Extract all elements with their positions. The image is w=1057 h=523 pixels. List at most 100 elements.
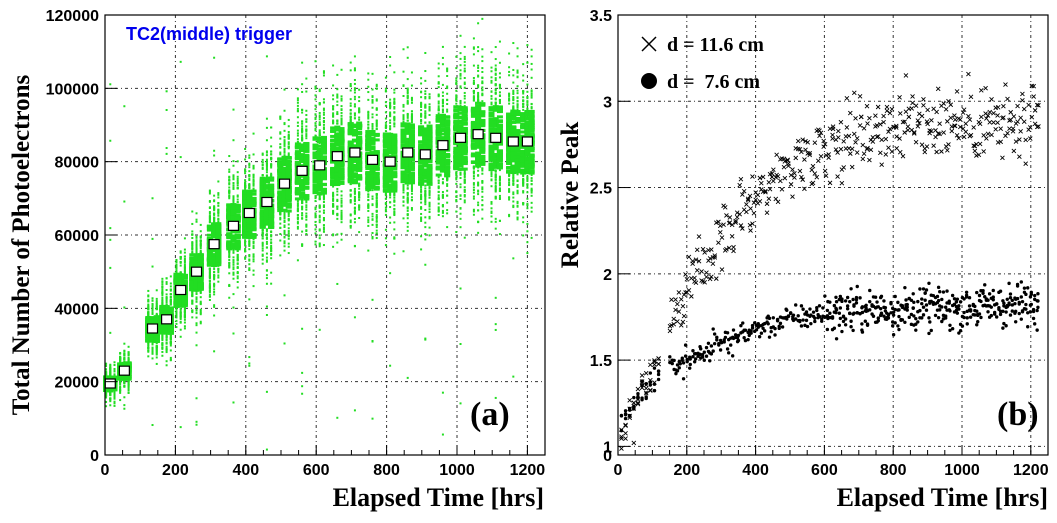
distribution-point	[341, 117, 343, 119]
distribution-point	[336, 120, 338, 122]
distribution-point	[266, 277, 268, 279]
distribution-point	[385, 126, 387, 128]
distribution-point	[266, 127, 268, 129]
distribution-point	[196, 221, 198, 223]
distribution-point	[237, 277, 239, 279]
distribution-point	[166, 342, 168, 344]
distribution-point	[284, 294, 286, 296]
distribution-point	[266, 233, 268, 235]
distribution-point	[402, 95, 404, 97]
distribution-point	[262, 263, 264, 265]
distribution-point	[341, 239, 343, 241]
distribution-point	[376, 109, 378, 111]
distribution-point	[191, 211, 193, 213]
distribution-point	[321, 144, 327, 147]
distribution-point	[262, 164, 264, 166]
distribution-point	[297, 208, 299, 210]
distribution-point	[319, 142, 321, 144]
distribution-point	[237, 250, 239, 252]
distribution-point	[123, 408, 125, 410]
distribution-point	[314, 228, 316, 230]
distribution-point	[191, 247, 193, 249]
distribution-point	[286, 200, 292, 203]
distribution-point	[350, 109, 352, 111]
distribution-point	[341, 100, 343, 102]
distribution-point	[170, 300, 172, 302]
distribution-point	[156, 349, 158, 351]
distribution-point	[323, 72, 325, 74]
distribution-point	[237, 281, 239, 283]
distribution-point	[336, 190, 338, 192]
distribution-point	[319, 103, 321, 105]
distribution-point	[314, 232, 316, 234]
distribution-point	[319, 234, 321, 236]
distribution-point	[217, 277, 219, 279]
distribution-point	[156, 356, 158, 358]
distribution-point	[367, 221, 369, 223]
distribution-point	[152, 304, 154, 306]
distribution-point	[367, 79, 369, 81]
distribution-point	[184, 327, 186, 329]
distribution-point	[228, 297, 230, 299]
distribution-point	[180, 61, 182, 63]
distribution-point	[297, 221, 299, 223]
distribution-point	[237, 201, 239, 203]
distribution-point	[354, 112, 356, 114]
distribution-point	[180, 308, 182, 310]
distribution-point	[228, 196, 230, 198]
distribution-point	[323, 231, 325, 233]
distribution-point	[248, 166, 250, 168]
distribution-point	[367, 91, 369, 93]
distribution-point	[332, 199, 334, 201]
distribution-point	[341, 205, 343, 207]
distribution-point	[147, 299, 149, 301]
distribution-point	[409, 176, 415, 179]
distribution-point	[288, 232, 290, 234]
distribution-point	[209, 221, 211, 223]
distribution-point	[286, 195, 292, 198]
distribution-point	[166, 90, 168, 92]
distribution-point	[266, 253, 268, 255]
distribution-point	[266, 154, 268, 156]
distribution-point	[303, 182, 309, 185]
distribution-point	[161, 283, 163, 285]
distribution-point	[180, 426, 182, 428]
distribution-point	[266, 159, 268, 161]
distribution-point	[354, 55, 356, 57]
distribution-point	[301, 121, 303, 123]
distribution-point	[244, 183, 246, 185]
distribution-point	[319, 195, 321, 197]
distribution-point	[237, 187, 239, 189]
distribution-point	[288, 125, 290, 127]
distribution-point	[350, 89, 352, 91]
distribution-point	[119, 384, 121, 386]
distribution-point	[196, 322, 198, 324]
distribution-point	[253, 285, 255, 287]
distribution-point	[301, 206, 303, 208]
distribution-point	[350, 105, 352, 107]
distribution-point	[266, 230, 268, 232]
distribution-point	[367, 250, 369, 252]
distribution-point	[253, 168, 255, 170]
distribution-point	[372, 128, 374, 130]
distribution-point	[393, 228, 395, 230]
distribution-point	[123, 379, 125, 381]
distribution-point	[266, 152, 268, 154]
distribution-point	[367, 196, 369, 198]
distribution-point	[196, 241, 198, 243]
distribution-point	[319, 134, 321, 136]
distribution-point	[262, 174, 264, 176]
distribution-point	[321, 137, 327, 140]
distribution-point	[266, 314, 268, 316]
distribution-point	[175, 320, 177, 322]
distribution-point	[237, 254, 239, 256]
distribution-point	[385, 122, 387, 124]
distribution-point	[367, 124, 369, 126]
distribution-point	[232, 332, 234, 334]
distribution-point	[336, 97, 338, 99]
distribution-point	[301, 393, 303, 395]
distribution-point	[409, 162, 415, 165]
distribution-point	[232, 109, 234, 111]
distribution-point	[301, 212, 303, 214]
distribution-point	[209, 215, 211, 217]
